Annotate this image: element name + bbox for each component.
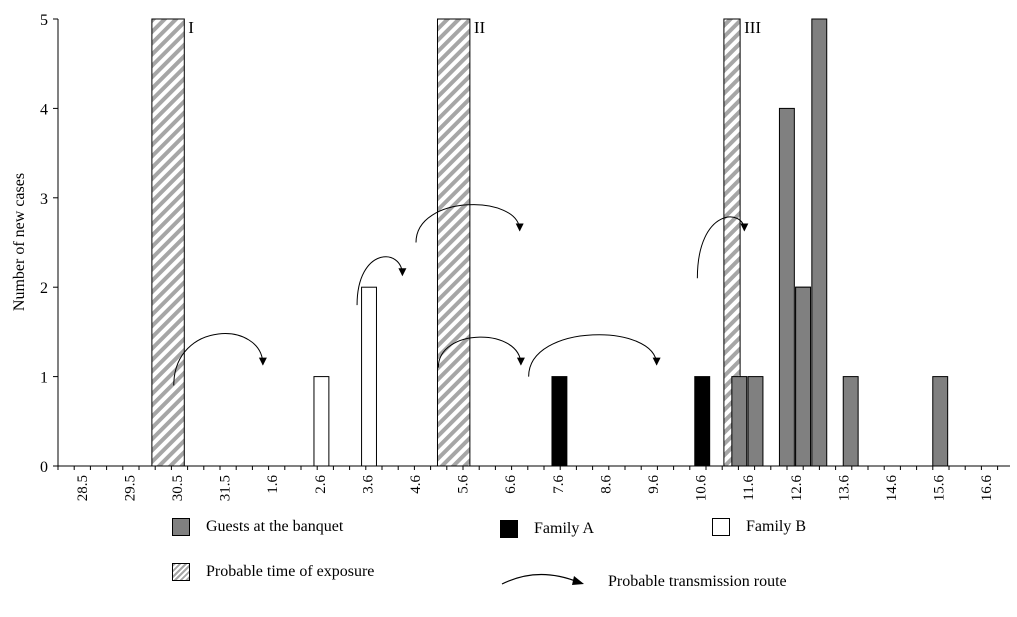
case-bar	[551, 376, 568, 467]
transmission-arrow	[437, 336, 525, 368]
x-tick-label: 11.6	[741, 475, 757, 501]
x-tick-label: 13.6	[836, 475, 852, 502]
y-tick-label: 0	[40, 459, 48, 476]
y-tick-label: 3	[40, 191, 48, 208]
case-bar	[747, 376, 764, 467]
x-tick-label: 16.6	[979, 475, 995, 502]
x-tick-label: 31.5	[218, 475, 234, 501]
case-bar	[932, 376, 949, 467]
x-tick-label: 30.5	[170, 475, 186, 501]
exposure-bar	[436, 18, 471, 467]
transmission-arrow	[173, 333, 267, 386]
y-tick-label: 4	[40, 101, 48, 118]
transmission-arrow	[528, 334, 661, 377]
x-tick-label: 7.6	[551, 475, 567, 494]
y-tick-label: 1	[40, 370, 48, 387]
case-bar	[361, 286, 377, 467]
exposure-label: II	[474, 18, 486, 37]
x-tick-label: 28.5	[75, 475, 91, 501]
case-bar	[313, 376, 330, 467]
case-bar	[795, 286, 812, 467]
x-tick-label: 14.6	[884, 475, 900, 502]
y-axis-label: Number of new cases	[11, 173, 28, 311]
case-bar	[778, 107, 795, 467]
x-tick-label: 15.6	[932, 475, 948, 502]
x-tick-label: 3.6	[360, 475, 376, 494]
x-tick-label: 9.6	[646, 475, 662, 494]
exposure-bar	[151, 18, 185, 467]
x-tick-label: 29.5	[122, 475, 138, 501]
exposure-label: I	[188, 18, 194, 37]
x-tick-label: 10.6	[694, 475, 710, 502]
case-bar	[811, 18, 828, 467]
x-tick-label: 4.6	[408, 475, 424, 494]
x-tick-label: 1.6	[265, 475, 281, 494]
case-bar	[842, 376, 859, 467]
case-bar	[731, 376, 748, 467]
x-tick-label: 5.6	[456, 475, 472, 494]
x-tick-label: 2.6	[313, 475, 329, 494]
transmission-arrow	[415, 204, 524, 243]
x-tick-label: 6.6	[503, 475, 519, 494]
exposure-label: III	[744, 18, 761, 37]
y-tick-label: 5	[40, 12, 48, 29]
y-tick-label: 2	[40, 280, 48, 297]
transmission-arrow	[356, 256, 407, 306]
case-bar	[694, 376, 711, 467]
transmission-arrow	[696, 216, 749, 279]
x-tick-label: 8.6	[598, 475, 614, 494]
x-tick-label: 12.6	[789, 475, 805, 502]
